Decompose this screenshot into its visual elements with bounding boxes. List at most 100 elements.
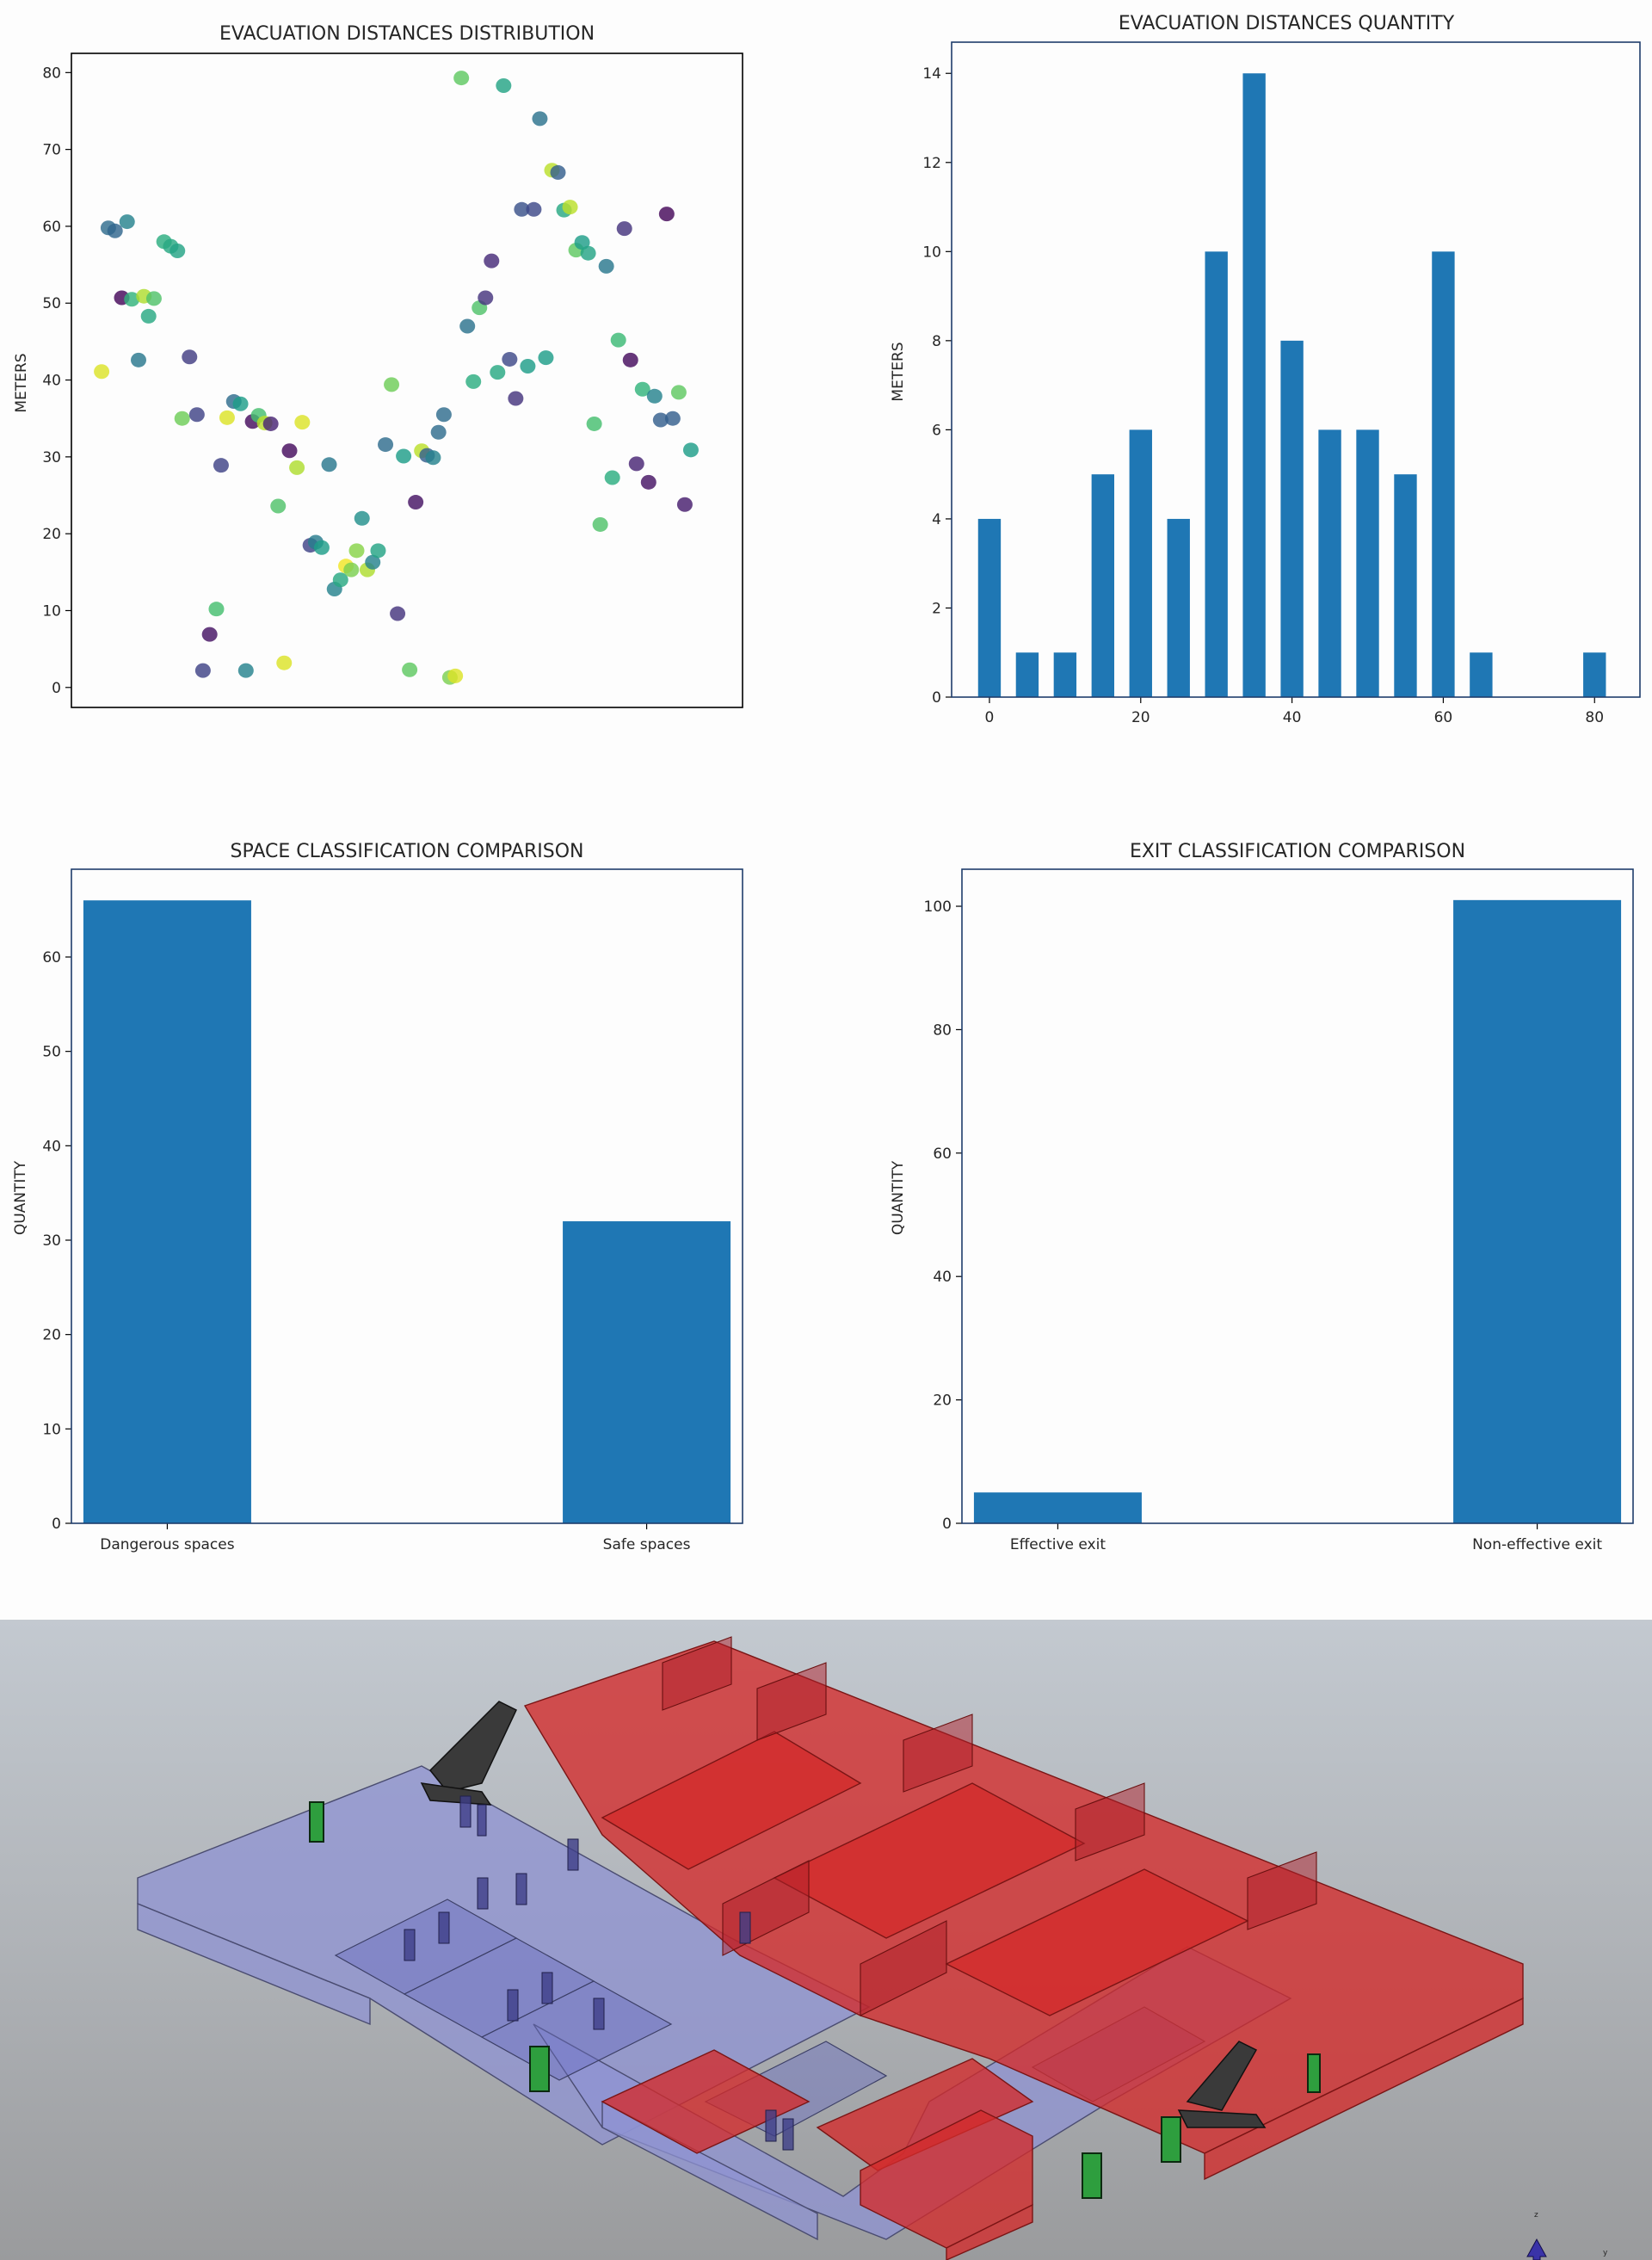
scatter-point: [676, 497, 693, 512]
y-tick-label: 6: [932, 422, 941, 439]
z-axis-label: z: [1534, 2211, 1538, 2220]
scatter-point: [313, 540, 330, 555]
scatter-point: [390, 606, 406, 621]
chart-title: EVACUATION DISTANCES DISTRIBUTION: [219, 23, 595, 45]
scatter-point: [508, 391, 524, 406]
bar: [1205, 251, 1228, 697]
scatter-point: [478, 290, 494, 306]
scatter-point: [574, 235, 590, 250]
scatter-point: [616, 221, 632, 237]
scatter-point: [484, 253, 500, 269]
scatter-point: [289, 460, 305, 475]
exit-chart-svg: EXIT CLASSIFICATION COMPARISON QUANTITY …: [890, 841, 1634, 1553]
scatter-point: [425, 450, 441, 466]
y-tick-label: 60: [933, 1145, 952, 1163]
scatter-point: [453, 71, 470, 86]
scatter-point: [550, 164, 566, 180]
scatter-point: [232, 396, 249, 411]
scatter-point: [622, 352, 638, 367]
scatter-point: [182, 349, 198, 365]
bar: [1432, 251, 1455, 697]
scatter-point: [276, 655, 293, 670]
y-tick-label: 0: [52, 680, 61, 697]
y-tick-label: 40: [933, 1269, 952, 1286]
scatter-point: [490, 365, 506, 380]
y-tick-label: 100: [924, 898, 952, 916]
scatter-point: [194, 663, 211, 678]
chart-title: EXIT CLASSIFICATION COMPARISON: [1130, 841, 1465, 862]
bar: [1394, 474, 1417, 697]
axis-triad: z y: [1526, 2211, 1608, 2260]
bar: [1356, 429, 1379, 697]
y-axis-label: y: [1603, 2249, 1608, 2257]
bar: [1280, 340, 1304, 697]
bar: [973, 1492, 1142, 1523]
scatter-point: [281, 443, 298, 459]
scatter-point: [124, 292, 140, 307]
x-tick-label: Effective exit: [1010, 1536, 1106, 1553]
interior-doors: [404, 1795, 794, 2151]
stairs: [420, 1701, 1267, 2128]
scatter-point: [682, 442, 699, 458]
scatter-point: [170, 244, 186, 259]
y-tick-label: 10: [922, 244, 941, 261]
scatter-point: [447, 668, 464, 683]
scatter-point: [94, 364, 110, 380]
scatter-point: [332, 572, 348, 588]
building-3d-viewport[interactable]: z y: [0, 1620, 1652, 2260]
scatter-point: [532, 111, 548, 127]
y-tick-label: 20: [933, 1392, 952, 1410]
scatter-point: [502, 351, 518, 367]
y-tick-label: 0: [52, 1516, 61, 1533]
y-tick-label: 20: [42, 1327, 61, 1344]
scatter-point: [354, 510, 370, 526]
bar: [1053, 652, 1077, 697]
building-model: z y: [137, 1636, 1608, 2260]
scatter-point: [213, 458, 229, 473]
scatter-point: [459, 318, 476, 334]
y-tick-label: 0: [932, 689, 941, 707]
x-tick-label: Safe spaces: [603, 1536, 691, 1553]
y-tick-label: 40: [42, 373, 61, 390]
scatter-point: [262, 416, 279, 431]
exit-chart: EXIT CLASSIFICATION COMPARISON QUANTITY …: [878, 826, 1652, 1566]
scatter-point: [580, 245, 596, 261]
scatter-point: [237, 663, 254, 678]
plot-frame: [71, 868, 743, 1524]
scatter-point: [598, 258, 614, 274]
scatter-point: [538, 350, 554, 366]
scatter-point: [348, 543, 365, 559]
y-axis-label: QUANTITY: [12, 1160, 29, 1235]
stair-northwest: [428, 1701, 517, 1793]
y-axis-label: METERS: [13, 353, 30, 412]
z-axis-arrow-icon: [1526, 2238, 1547, 2260]
scatter-point: [219, 410, 235, 425]
exit-door: [529, 2046, 550, 2092]
scatter-point: [670, 385, 687, 400]
y-tick-label: 80: [42, 65, 61, 82]
scatter-point: [119, 214, 135, 230]
exit-door: [309, 1801, 324, 1843]
bar: [1453, 899, 1622, 1523]
bar: [563, 1221, 731, 1523]
bar: [1318, 429, 1341, 697]
scatter-point: [343, 562, 360, 577]
y-tick-label: 20: [42, 526, 61, 543]
scatter-point: [370, 543, 386, 559]
scatter-point: [592, 516, 608, 532]
scatter-point: [610, 332, 626, 348]
bar: [1015, 652, 1039, 697]
scatter-point: [294, 415, 311, 430]
space-chart-svg: SPACE CLASSIFICATION COMPARISON QUANTITY…: [12, 841, 743, 1553]
x-tick-label: Dangerous spaces: [100, 1536, 234, 1553]
scatter-point: [526, 201, 542, 217]
y-tick-label: 0: [942, 1516, 952, 1533]
scatter-point: [435, 407, 452, 423]
bar: [1583, 652, 1606, 697]
quantity-chart: EVACUATION DISTANCES QUANTITY METERS 0 2 4…: [878, 0, 1652, 740]
y-tick-label: 40: [42, 1138, 61, 1155]
y-tick-label: 12: [922, 155, 941, 172]
distribution-chart-svg: EVACUATION DISTANCES DISTRIBUTION METERS…: [13, 23, 743, 708]
exit-door: [1082, 2152, 1102, 2199]
bar: [1242, 73, 1266, 697]
